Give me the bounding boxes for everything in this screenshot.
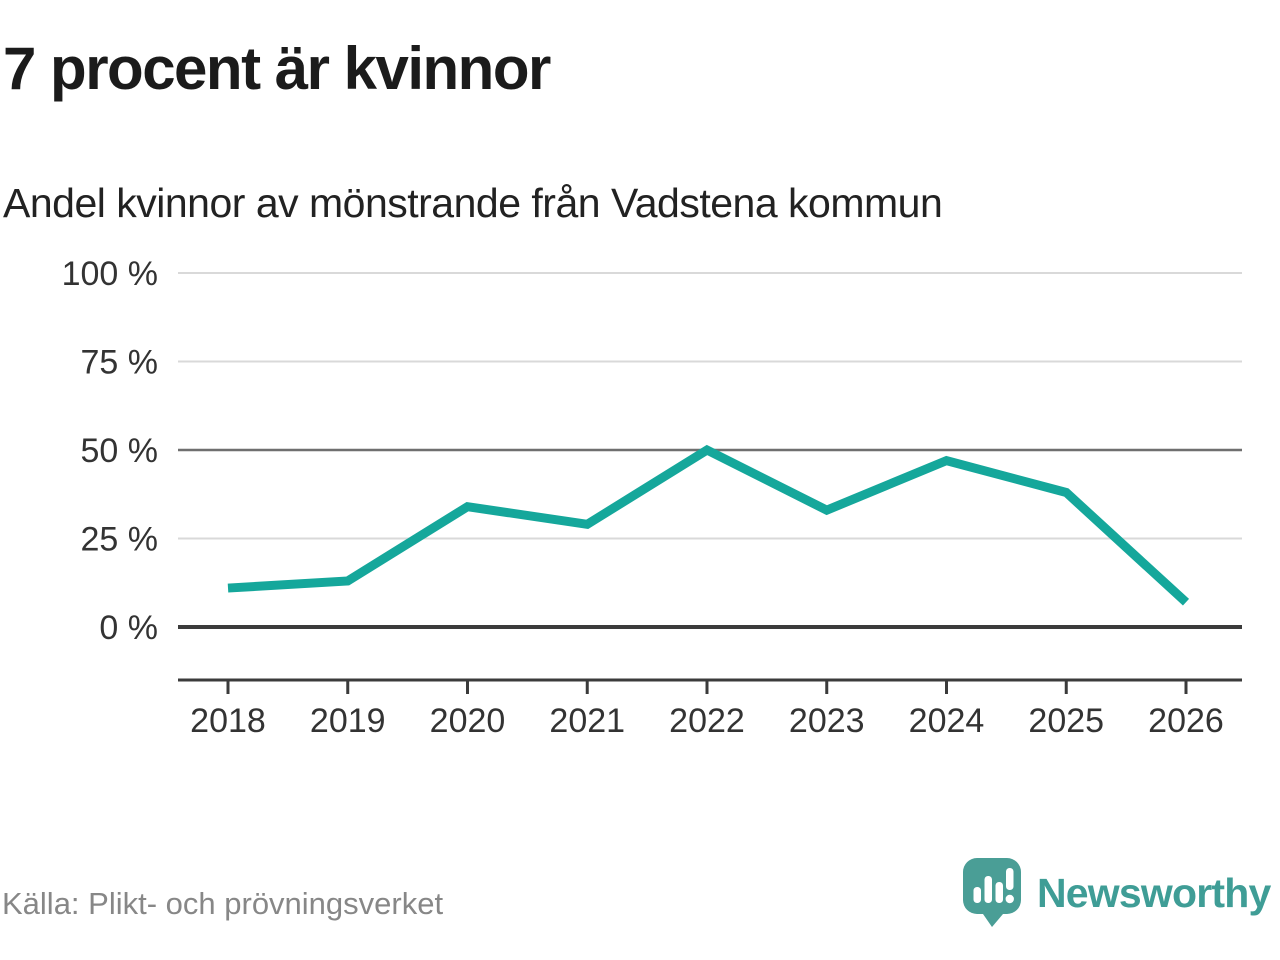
- x-tick-label-2023: 2023: [789, 702, 865, 740]
- newsworthy-brand: Newsworthy: [963, 858, 1271, 928]
- y-tick-label-75: 75 %: [81, 344, 159, 382]
- y-tick-label-50: 50 %: [81, 432, 159, 470]
- x-tick-label-2021: 2021: [549, 702, 625, 740]
- x-tick-label-2022: 2022: [669, 702, 745, 740]
- y-tick-label-100: 100 %: [62, 255, 158, 293]
- y-tick-label-0: 0 %: [99, 609, 158, 647]
- x-tick-label-2020: 2020: [430, 702, 506, 740]
- chart-subtitle: Andel kvinnor av mönstrande från Vadsten…: [3, 180, 943, 226]
- y-tick-label-25: 25 %: [81, 521, 159, 559]
- newsworthy-logo-icon: [963, 858, 1021, 927]
- x-tick-label-2026: 2026: [1148, 702, 1224, 740]
- x-tick-label-2018: 2018: [190, 702, 266, 740]
- newsworthy-wordmark: Newsworthy: [1037, 869, 1271, 916]
- x-tick-label-2025: 2025: [1028, 702, 1104, 740]
- line-chart-svg: 100 % 75 % 50 % 25 % 0 % 2018 2019 2020 2021 2022…: [62, 255, 1242, 740]
- logo-bars-icon: [973, 868, 1014, 904]
- chart-title: 7 procent är kvinnor: [3, 35, 551, 102]
- line-chart-area: 100 % 75 % 50 % 25 % 0 % 2018 2019 2020 2021 2022…: [0, 240, 1280, 760]
- x-tick-label-2019: 2019: [310, 702, 386, 740]
- x-tick-label-2024: 2024: [909, 702, 985, 740]
- data-line-andel-kvinnor: [227, 444, 1190, 606]
- source-note: Källa: Plikt- och prövningsverket: [2, 886, 444, 921]
